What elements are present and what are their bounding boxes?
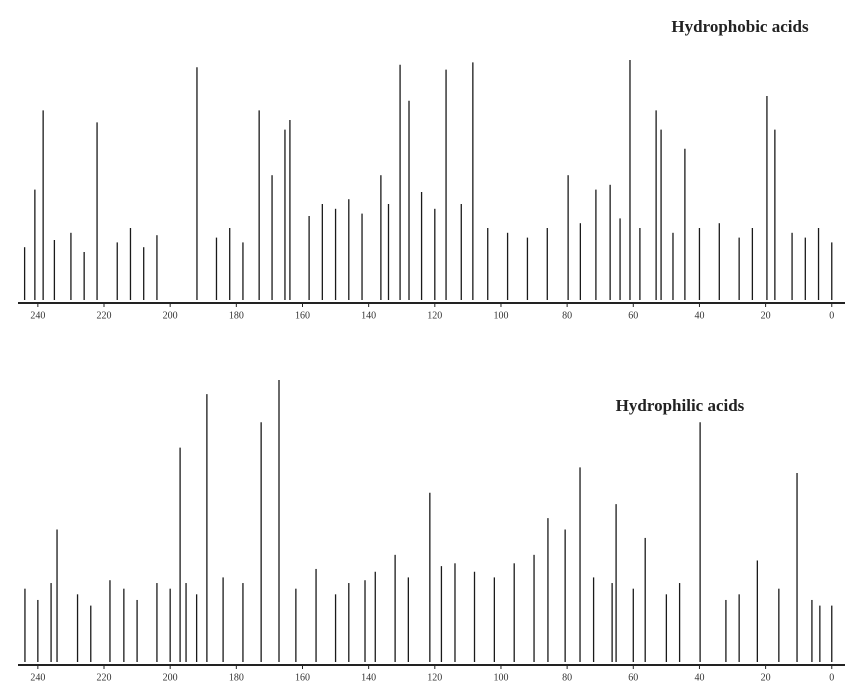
- x-tick-label: 100: [493, 672, 508, 683]
- x-tick-label: 240: [30, 672, 45, 683]
- x-tick-label: 220: [97, 310, 112, 321]
- x-tick-label: 60: [628, 672, 638, 683]
- x-tick-label: 80: [562, 672, 572, 683]
- x-tick-label: 180: [229, 672, 244, 683]
- x-tick-label: 120: [427, 310, 442, 321]
- x-tick-label: 20: [761, 672, 771, 683]
- x-tick-label: 240: [30, 310, 45, 321]
- x-tick-label: 60: [628, 310, 638, 321]
- x-tick-label: 100: [493, 310, 508, 321]
- x-tick-label: 40: [694, 310, 704, 321]
- x-tick-label: 40: [694, 672, 704, 683]
- x-tick-label: 140: [361, 310, 376, 321]
- x-tick-label: 0: [829, 310, 834, 321]
- x-tick-label: 80: [562, 310, 572, 321]
- x-tick-label: 140: [361, 672, 376, 683]
- x-tick-label: 200: [163, 310, 178, 321]
- x-tick-label: 200: [163, 672, 178, 683]
- x-tick-label: 0: [829, 672, 834, 683]
- panel-title: Hydrophilic acids: [616, 396, 745, 415]
- x-tick-label: 220: [97, 672, 112, 683]
- x-tick-label: 120: [427, 672, 442, 683]
- x-tick-label: 20: [761, 310, 771, 321]
- x-tick-label: 160: [295, 310, 310, 321]
- x-tick-label: 160: [295, 672, 310, 683]
- panel-title: Hydrophobic acids: [671, 17, 809, 36]
- x-tick-label: 180: [229, 310, 244, 321]
